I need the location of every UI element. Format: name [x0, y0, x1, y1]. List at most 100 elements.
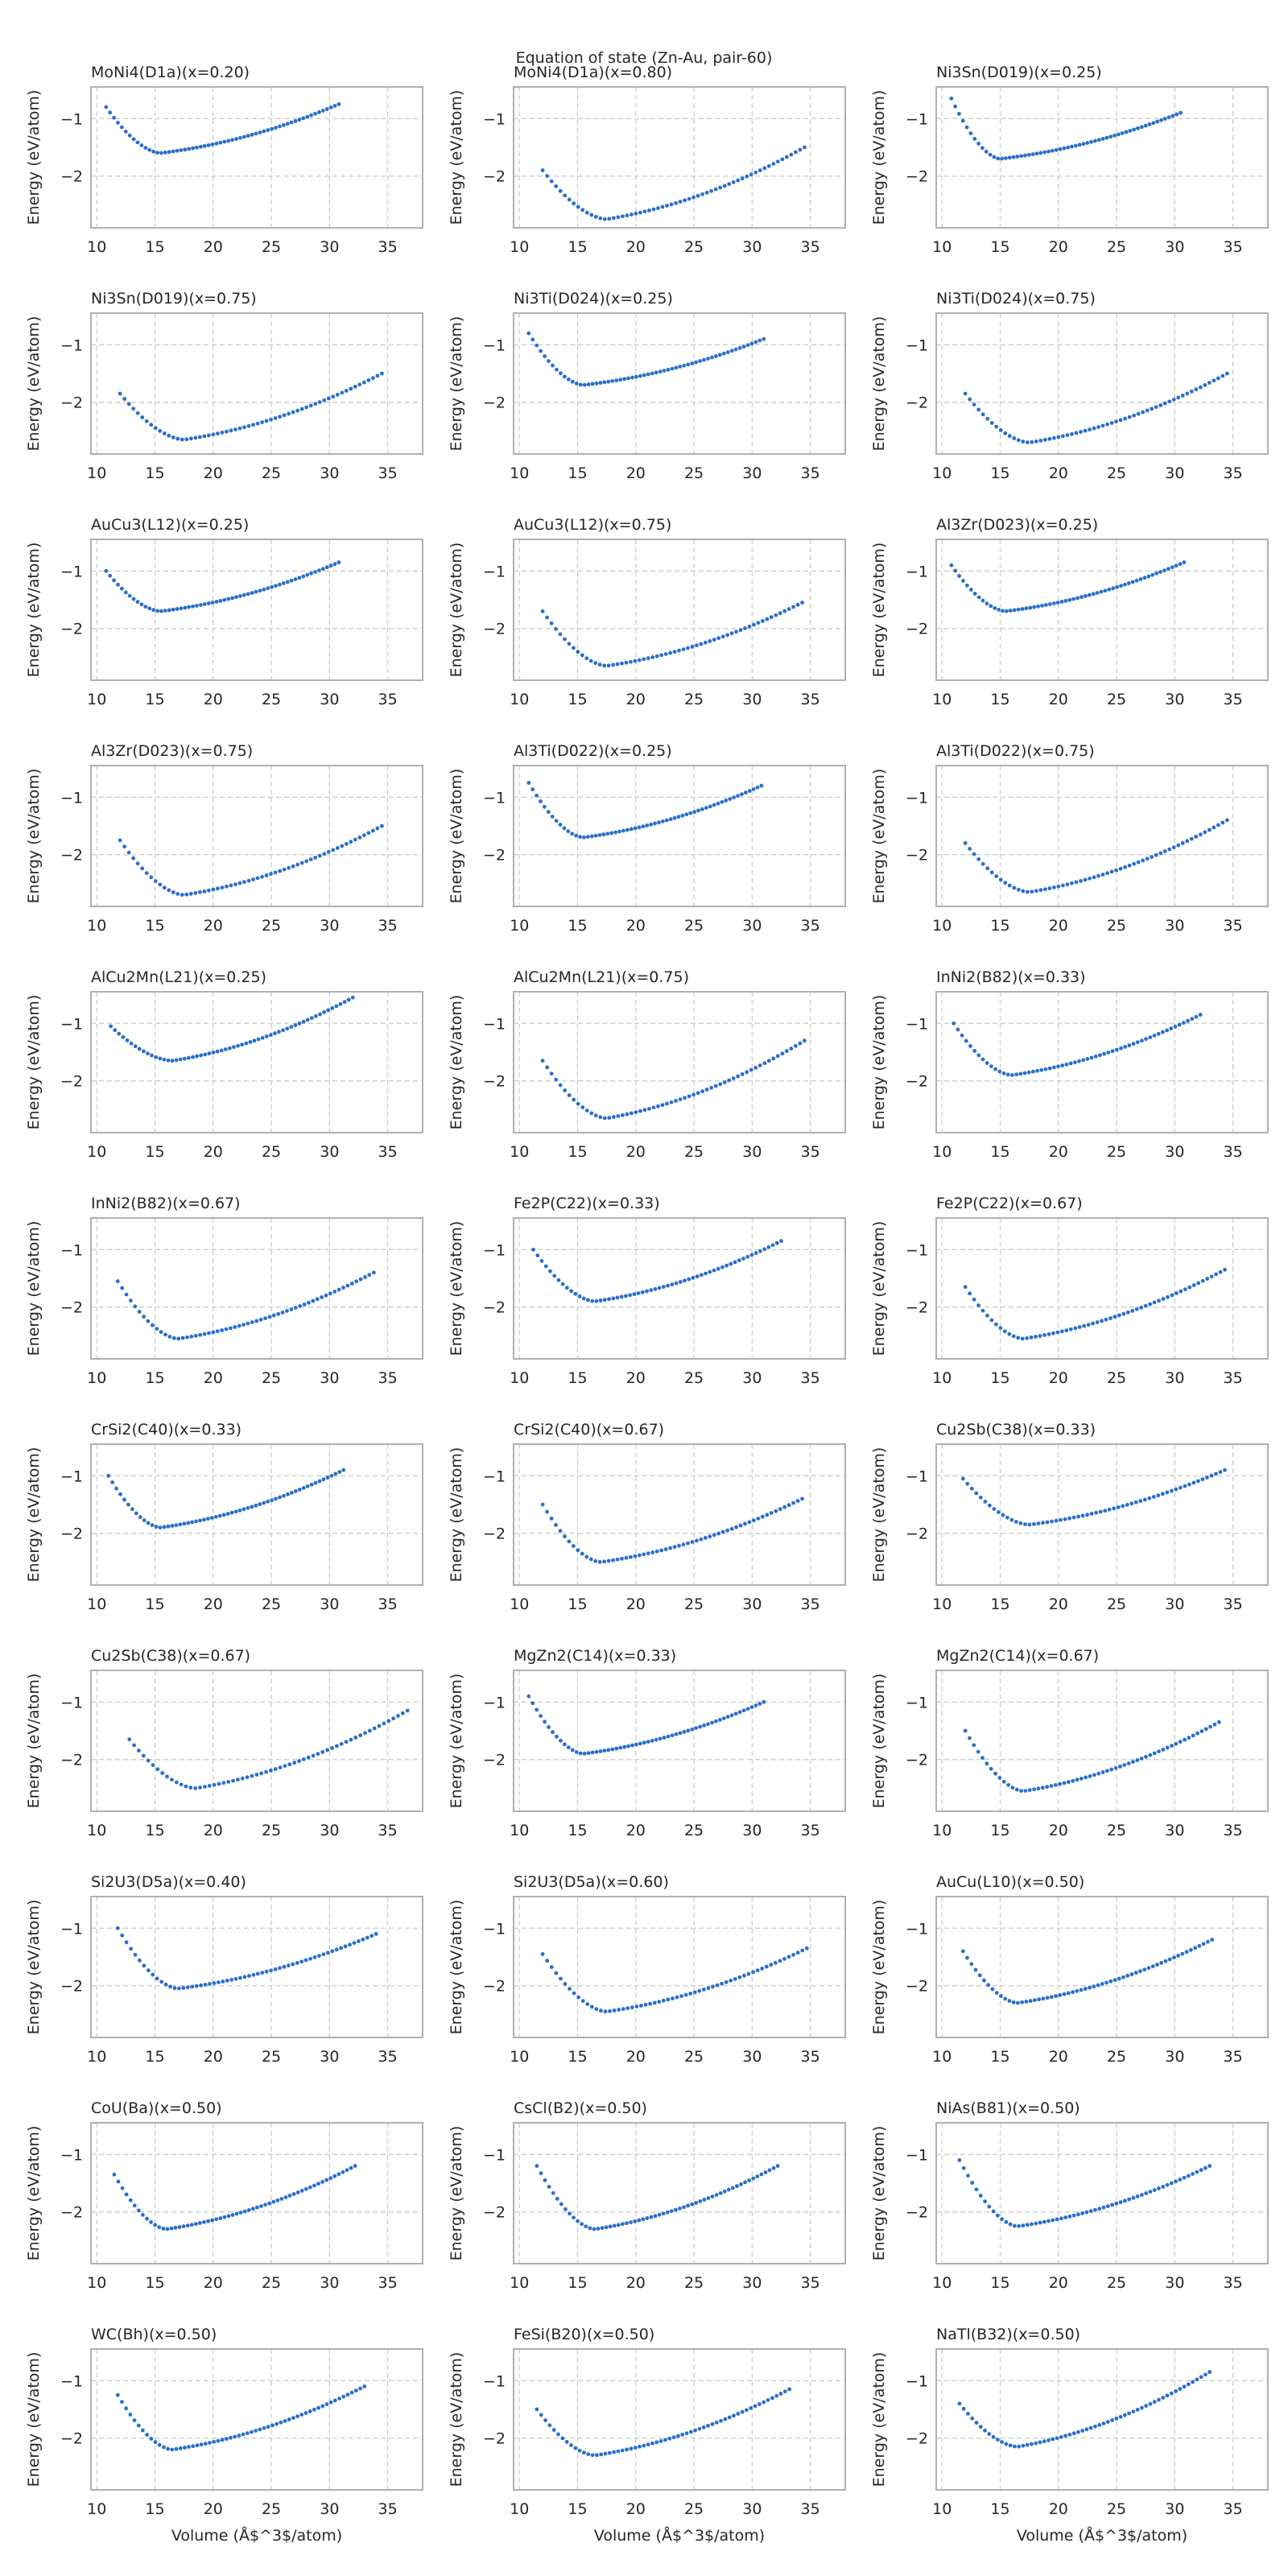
data-point [678, 365, 683, 369]
data-point [202, 1331, 207, 1336]
data-point [1161, 1030, 1165, 1034]
data-point [268, 1033, 273, 1037]
data-point [1169, 1488, 1174, 1493]
x-tick-label: 10 [932, 1596, 952, 1613]
data-point [766, 1245, 771, 1249]
data-point [331, 848, 336, 852]
data-point [1162, 401, 1167, 406]
data-point [334, 1947, 339, 1952]
data-point [774, 2393, 779, 2398]
data-point [1148, 2190, 1153, 2194]
data-point [1195, 2169, 1199, 2174]
data-point [317, 853, 322, 858]
data-point [297, 1759, 301, 1764]
data-point [1158, 402, 1163, 407]
data-point [144, 419, 149, 423]
data-point [1038, 151, 1043, 155]
x-tick-label: 30 [320, 2500, 339, 2518]
data-point [1013, 2444, 1017, 2449]
data-point [580, 1551, 584, 1556]
data-point [285, 580, 290, 584]
data-point [734, 1525, 738, 1530]
data-point [1023, 1522, 1027, 1526]
data-point [250, 2207, 255, 2211]
data-point [629, 2446, 634, 2451]
data-point [187, 605, 192, 609]
data-point [267, 2201, 272, 2206]
data-point [161, 2227, 166, 2231]
x-tick-label: 30 [1165, 1596, 1184, 1613]
data-point [653, 2214, 658, 2219]
data-point [712, 1268, 716, 1273]
y-tick-label: −1 [483, 1694, 506, 1711]
data-point [1038, 1334, 1042, 1338]
data-point [260, 874, 264, 879]
data-point [658, 2439, 663, 2443]
data-point [198, 1332, 203, 1337]
data-point [620, 1113, 625, 1117]
data-point [637, 1553, 642, 1558]
data-point [320, 567, 325, 572]
data-point [640, 1290, 645, 1294]
panel-frame [513, 1896, 846, 2038]
data-point [162, 886, 167, 890]
data-point [976, 1053, 981, 1058]
data-point [129, 1298, 133, 1303]
data-point [273, 1031, 277, 1036]
data-point [185, 1985, 190, 1990]
data-point [1074, 431, 1079, 436]
data-point [687, 196, 691, 201]
data-point [1016, 887, 1021, 892]
data-point [289, 1025, 294, 1030]
data-point [303, 2186, 308, 2191]
data-point [577, 2448, 582, 2453]
data-point [1174, 564, 1179, 568]
x-tick-label: 10 [510, 1369, 529, 1387]
data-point [185, 2223, 190, 2228]
data-point [1060, 1063, 1065, 1067]
data-point [769, 1511, 774, 1515]
data-point [1053, 1782, 1058, 1787]
data-point [638, 2444, 642, 2449]
data-point [1143, 1303, 1148, 1308]
x-tick-label: 25 [262, 464, 281, 482]
data-point [1155, 119, 1160, 124]
data-point [278, 124, 282, 129]
data-point [782, 2389, 787, 2394]
data-point [740, 792, 744, 796]
data-point [1021, 440, 1026, 444]
data-point [1130, 1308, 1135, 1313]
data-point [197, 435, 202, 440]
data-point [584, 1108, 589, 1113]
data-point [260, 1035, 265, 1040]
data-point [1100, 1982, 1104, 1986]
data-point [1082, 1323, 1087, 1328]
data-point [729, 631, 734, 636]
data-point [183, 147, 188, 152]
data-point [584, 1554, 589, 1559]
data-point [322, 398, 327, 402]
data-point [771, 1056, 776, 1061]
data-point [1132, 413, 1137, 418]
data-point [1000, 2217, 1004, 2222]
data-point [1135, 2194, 1140, 2198]
data-point [1141, 410, 1146, 415]
data-point [968, 1044, 972, 1048]
data-point [184, 437, 189, 442]
data-point [745, 2408, 749, 2413]
data-point [530, 337, 535, 342]
data-point [195, 2443, 200, 2448]
data-point [348, 1942, 352, 1947]
data-point [638, 1108, 642, 1113]
data-point [732, 795, 737, 799]
x-tick-label: 25 [684, 2274, 704, 2292]
data-point [642, 373, 646, 378]
data-point [1093, 2207, 1097, 2212]
data-point [625, 1112, 630, 1117]
data-point [569, 2443, 573, 2447]
x-tick-label: 20 [204, 917, 223, 935]
y-axis-label: Energy (eV/atom) [25, 543, 43, 678]
data-point [135, 600, 140, 605]
data-point [645, 824, 650, 828]
data-point [132, 2418, 137, 2422]
